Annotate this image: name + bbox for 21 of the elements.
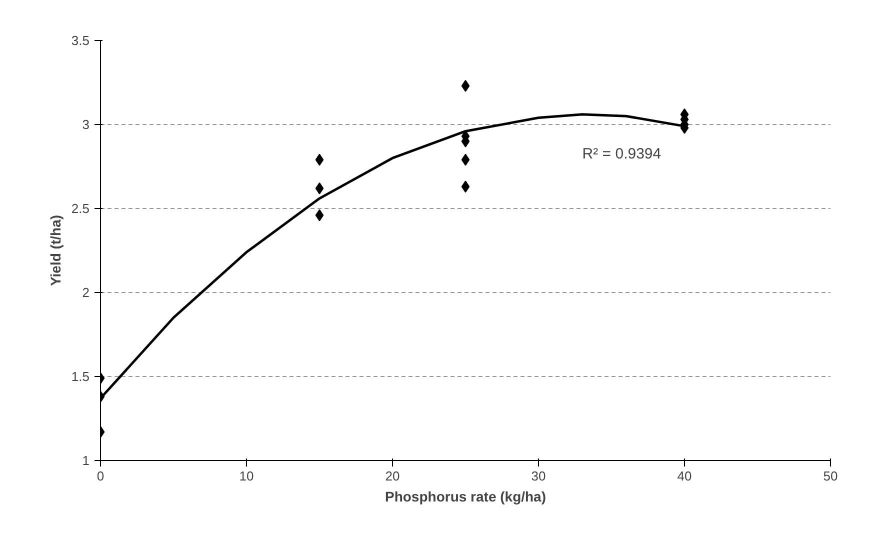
y-tick-label: 1 bbox=[82, 453, 90, 468]
x-tick-label: 40 bbox=[677, 468, 692, 484]
point bbox=[461, 180, 470, 193]
y-tick-label: 2 bbox=[82, 285, 90, 300]
y-tick-label: 1.5 bbox=[71, 369, 90, 384]
y-axis-title: Yield (t/ha) bbox=[47, 214, 64, 286]
x-axis-title: Phosphorus rate (kg/ha) bbox=[384, 488, 546, 504]
point bbox=[315, 154, 324, 166]
x-tick-label: 30 bbox=[531, 468, 546, 484]
point bbox=[461, 154, 470, 166]
x-tick-label: 10 bbox=[239, 468, 254, 484]
y-tick-label: 2.5 bbox=[71, 201, 90, 216]
x-tick-label: 20 bbox=[385, 468, 400, 484]
annotation: R² = 0.9394 bbox=[582, 145, 662, 162]
y-tick-label: 3 bbox=[82, 117, 90, 132]
x-tick-label: 50 bbox=[823, 468, 838, 484]
point bbox=[315, 182, 324, 194]
x-tick-label: 0 bbox=[96, 468, 104, 484]
y-tick-label: 3.5 bbox=[71, 33, 90, 48]
point bbox=[315, 209, 324, 222]
point bbox=[461, 80, 470, 92]
